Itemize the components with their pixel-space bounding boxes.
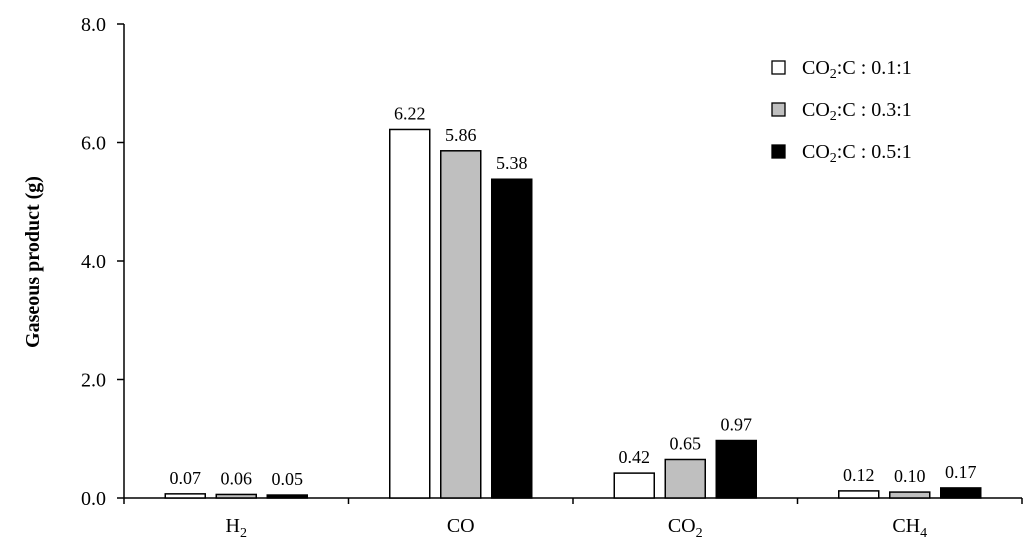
- axes: [123, 24, 1023, 504]
- y-tick-label: 4.0: [81, 251, 106, 273]
- x-category-label: H2: [226, 515, 247, 541]
- bar: [889, 491, 931, 499]
- data-label: 0.17: [945, 462, 977, 482]
- legend-label: CO2:C : 0.1:1: [802, 57, 912, 82]
- bar: [164, 493, 206, 499]
- legend: CO2:C : 0.1:1 CO2:C : 0.3:1 CO2:C : 0.5:1: [771, 57, 912, 166]
- legend-swatch: [771, 60, 786, 75]
- bar: [664, 458, 706, 499]
- y-tick-label: 8.0: [81, 14, 106, 36]
- data-label: 0.07: [170, 468, 202, 488]
- bar: [440, 150, 482, 499]
- data-label: 0.05: [272, 469, 304, 489]
- data-label: 0.06: [221, 468, 253, 488]
- data-label: 6.22: [394, 103, 426, 123]
- bar: [491, 178, 533, 499]
- data-label: 5.38: [496, 153, 528, 173]
- x-category-label: CO2: [668, 515, 703, 541]
- x-category-label: CH4: [892, 515, 927, 541]
- bar: [389, 128, 431, 499]
- data-label: 0.42: [619, 447, 651, 467]
- y-axis-ticks: 0.0 2.0 4.0 6.0 8.0: [81, 14, 124, 510]
- bar: [940, 487, 982, 499]
- y-tick-label: 0.0: [81, 488, 106, 510]
- x-axis-categories: H2 CO CO2 CH4: [226, 515, 928, 541]
- bar: [613, 472, 655, 499]
- bar: [838, 490, 880, 499]
- y-tick-label: 6.0: [81, 133, 106, 155]
- x-category-label: CO: [447, 515, 475, 537]
- legend-swatch: [771, 102, 786, 117]
- data-labels: 0.07 0.06 0.05 6.22 5.86 5.38 0.42 0.65 0.97 0.12…: [170, 103, 977, 489]
- legend-label: CO2:C : 0.5:1: [802, 141, 912, 166]
- y-tick-label: 2.0: [81, 370, 106, 392]
- legend-swatch: [771, 144, 786, 159]
- bar: [215, 493, 257, 499]
- data-label: 5.86: [445, 125, 477, 145]
- bar: [266, 494, 308, 499]
- data-label: 0.10: [894, 466, 926, 486]
- bars: [164, 128, 982, 499]
- data-label: 0.65: [670, 433, 702, 453]
- data-label: 0.12: [843, 465, 875, 485]
- y-axis-title-group: Gaseous product (g): [22, 176, 44, 348]
- bar: [715, 439, 757, 499]
- y-axis-title: Gaseous product (g): [22, 176, 44, 348]
- data-label: 0.97: [721, 415, 753, 435]
- legend-label: CO2:C : 0.3:1: [802, 99, 912, 124]
